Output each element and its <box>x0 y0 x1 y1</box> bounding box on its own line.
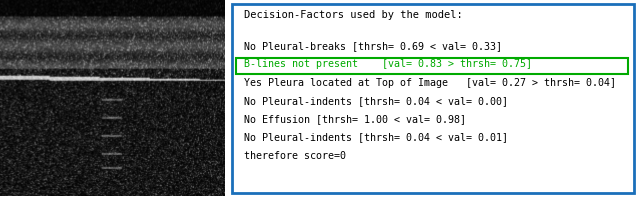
Text: B-lines not present    [val= 0.83 > thrsh= 0.75]: B-lines not present [val= 0.83 > thrsh= … <box>244 59 532 69</box>
Text: No Pleural-indents [thrsh= 0.04 < val= 0.01]: No Pleural-indents [thrsh= 0.04 < val= 0… <box>244 133 508 143</box>
FancyBboxPatch shape <box>236 58 628 74</box>
FancyBboxPatch shape <box>232 4 634 193</box>
Text: No Pleural-breaks [thrsh= 0.69 < val= 0.33]: No Pleural-breaks [thrsh= 0.69 < val= 0.… <box>244 41 502 51</box>
Text: Yes Pleura located at Top of Image   [val= 0.27 > thrsh= 0.04]: Yes Pleura located at Top of Image [val=… <box>244 78 616 88</box>
Text: Decision-Factors used by the model:: Decision-Factors used by the model: <box>244 10 463 20</box>
Text: therefore score=0: therefore score=0 <box>244 151 346 161</box>
Text: No Pleural-indents [thrsh= 0.04 < val= 0.00]: No Pleural-indents [thrsh= 0.04 < val= 0… <box>244 96 508 106</box>
Text: No Effusion [thrsh= 1.00 < val= 0.98]: No Effusion [thrsh= 1.00 < val= 0.98] <box>244 114 466 124</box>
